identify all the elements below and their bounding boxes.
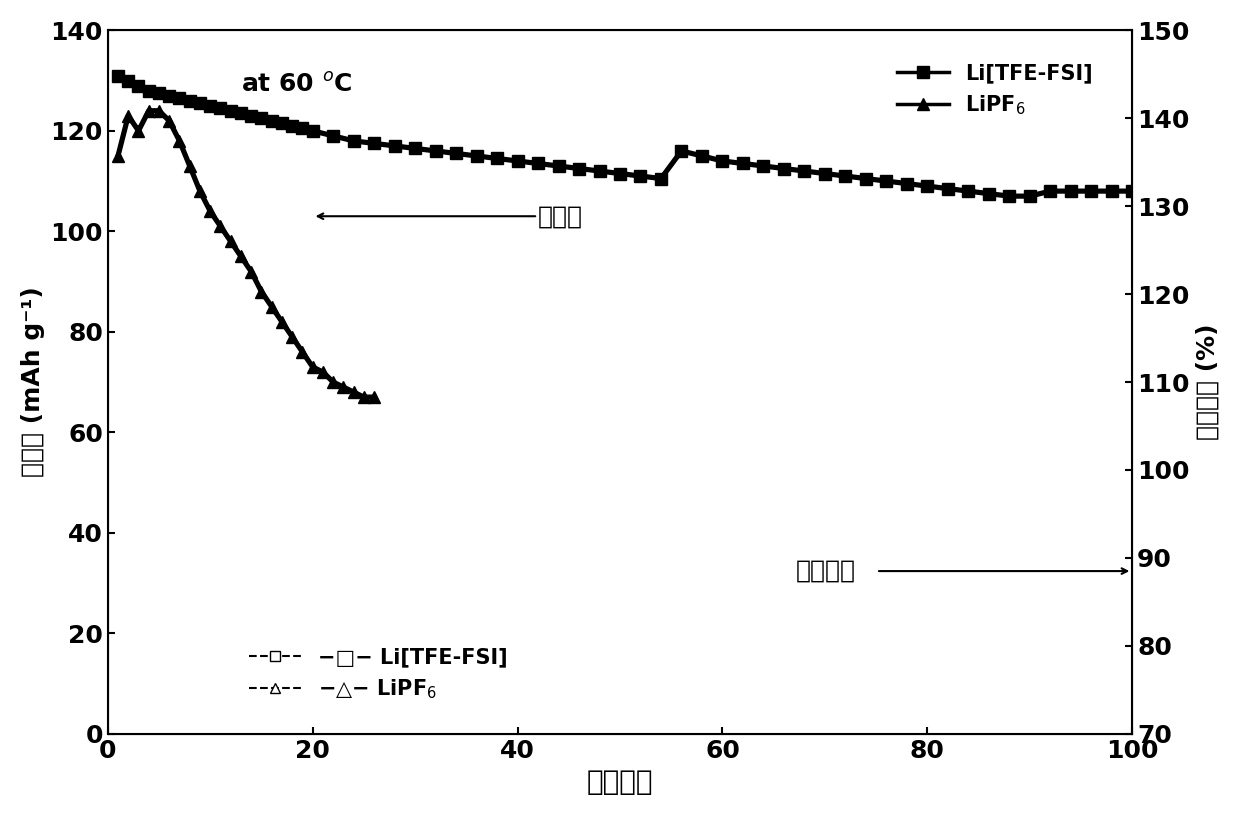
LiPF6_cap xyxy=(274,317,289,327)
LiPF6_cap xyxy=(182,161,197,171)
LiPF6_cap xyxy=(172,136,187,145)
LiPF6_cap xyxy=(213,221,228,231)
Y-axis label: 库仓效率 (%): 库仓效率 (%) xyxy=(1195,324,1219,440)
LiPF6_cap xyxy=(223,236,238,246)
LiPF6_cap xyxy=(264,301,279,311)
LiPF6_cap xyxy=(254,287,269,297)
Text: 库仓效率: 库仓效率 xyxy=(796,559,856,583)
Line: Li[TFE-FSI]_cap: Li[TFE-FSI]_cap xyxy=(113,70,1138,202)
LiPF6_cap xyxy=(110,151,125,161)
LiPF6_cap xyxy=(346,387,361,397)
Li[TFE-FSI]_cap xyxy=(675,146,689,156)
X-axis label: 循环次数: 循环次数 xyxy=(587,768,653,797)
Legend: −□− Li[TFE-FSI], −△− LiPF$_6$: −□− Li[TFE-FSI], −△− LiPF$_6$ xyxy=(241,639,516,709)
LiPF6_cap xyxy=(285,332,300,342)
LiPF6_cap xyxy=(203,207,218,217)
LiPF6_cap xyxy=(336,382,351,392)
LiPF6_cap xyxy=(315,367,330,377)
LiPF6_cap xyxy=(295,347,310,357)
Li[TFE-FSI]_cap xyxy=(305,126,320,136)
LiPF6_cap xyxy=(356,392,371,402)
LiPF6_cap xyxy=(367,392,382,402)
Li[TFE-FSI]_cap xyxy=(264,116,279,126)
Y-axis label: 比容量 (mAh g⁻¹): 比容量 (mAh g⁻¹) xyxy=(21,287,45,477)
Line: LiPF6_cap: LiPF6_cap xyxy=(113,105,379,403)
LiPF6_cap xyxy=(141,106,156,116)
LiPF6_cap xyxy=(233,252,248,261)
Text: 比容量: 比容量 xyxy=(538,204,583,228)
LiPF6_cap xyxy=(131,126,146,136)
Li[TFE-FSI]_cap xyxy=(1002,191,1017,201)
LiPF6_cap xyxy=(151,106,166,116)
LiPF6_cap xyxy=(305,362,320,372)
Li[TFE-FSI]_cap xyxy=(285,121,300,131)
LiPF6_cap xyxy=(161,116,176,126)
LiPF6_cap xyxy=(244,266,259,276)
Li[TFE-FSI]_cap xyxy=(213,103,228,113)
Text: at 60 $^o$C: at 60 $^o$C xyxy=(241,73,352,96)
Li[TFE-FSI]_cap xyxy=(326,131,341,141)
Li[TFE-FSI]_cap xyxy=(1125,186,1140,196)
LiPF6_cap xyxy=(326,377,341,387)
LiPF6_cap xyxy=(120,111,135,121)
Li[TFE-FSI]_cap xyxy=(110,70,125,80)
LiPF6_cap xyxy=(192,186,207,196)
